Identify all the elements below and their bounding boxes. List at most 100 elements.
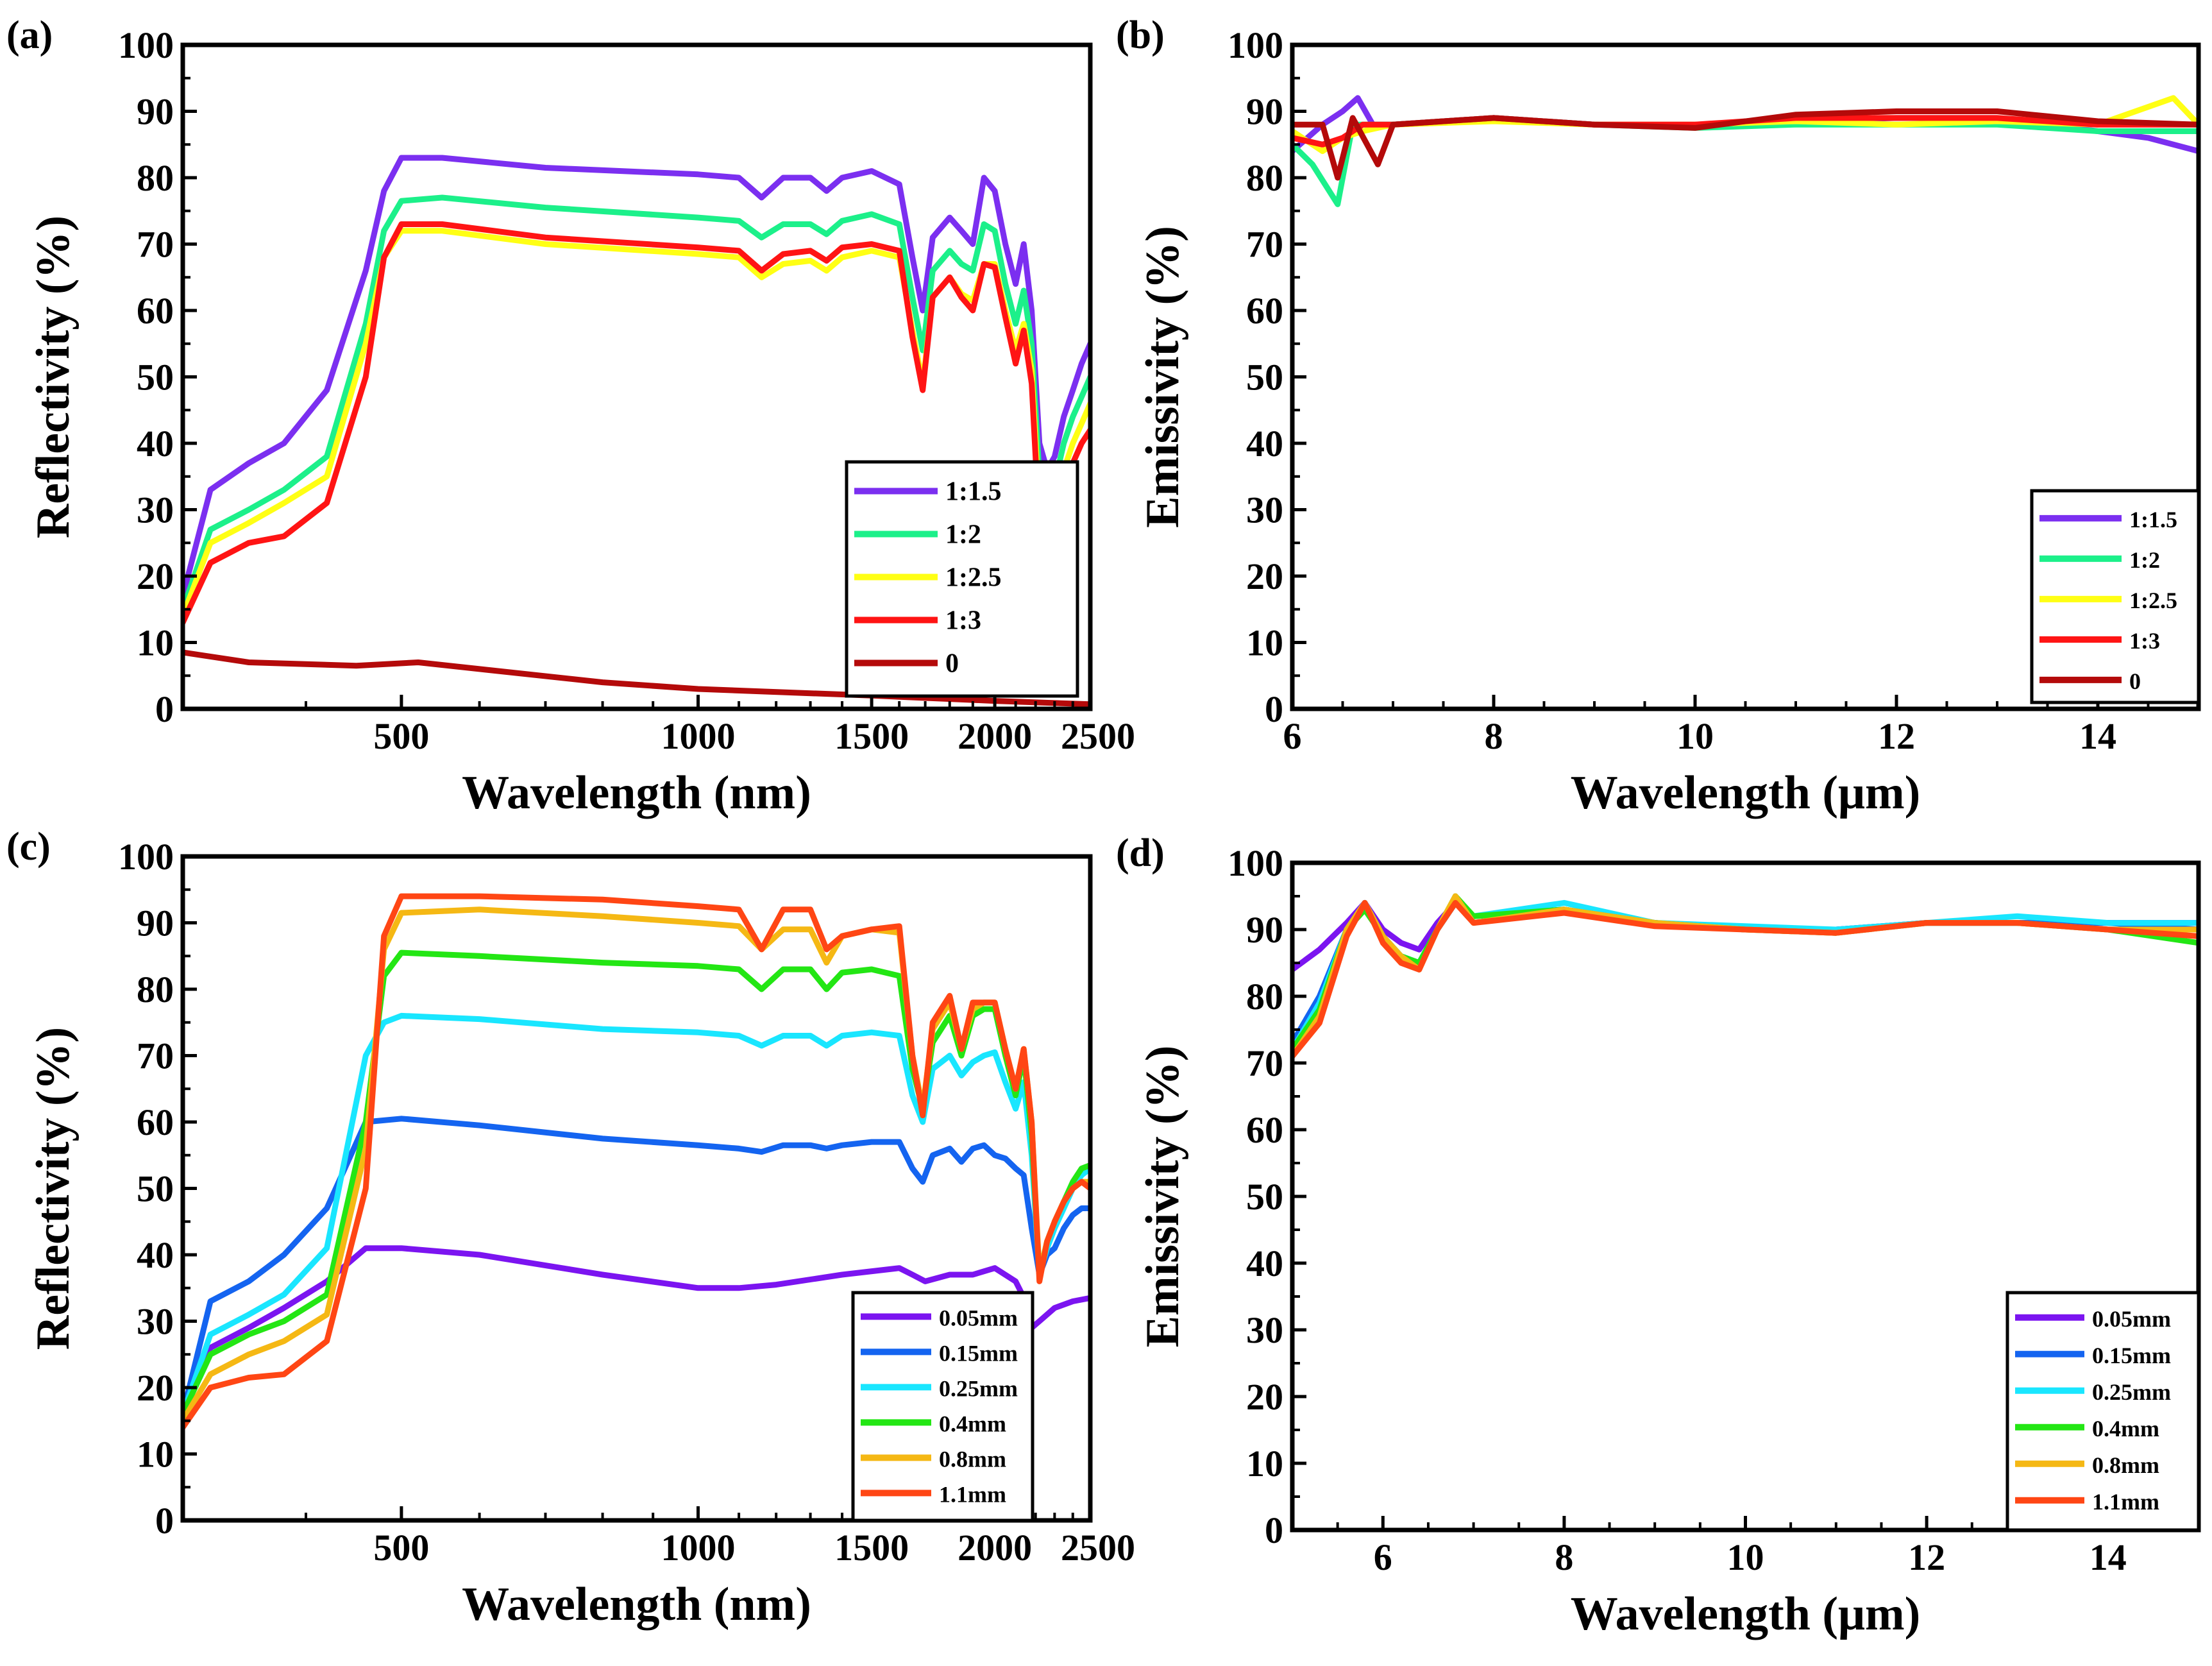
legend-label: 0 — [945, 649, 959, 679]
panel-label: (a) — [6, 13, 53, 57]
legend-label: 1.1mm — [2092, 1489, 2159, 1515]
legend-label: 0.25mm — [2092, 1379, 2171, 1405]
y-tick-label: 80 — [1246, 976, 1283, 1017]
panel-label: (d) — [1116, 831, 1165, 875]
y-tick-label: 40 — [137, 1234, 174, 1276]
y-tick-label: 0 — [1265, 1509, 1283, 1551]
series-line-0 — [183, 649, 1090, 708]
legend-label: 1:3 — [945, 606, 981, 636]
legend-label: 0.15mm — [939, 1340, 1018, 1366]
chart-panel-3: 0 10 20 30 40 50 60 70 80 90 100 500 1000 1500 2000 250… — [6, 825, 1135, 1631]
legend-label: 0.25mm — [939, 1375, 1018, 1401]
y-tick-label: 10 — [137, 622, 174, 664]
y-tick-label: 80 — [137, 157, 174, 199]
x-tick-label: 10 — [1676, 715, 1714, 757]
y-tick-label: 70 — [137, 1035, 174, 1077]
legend-label: 1:2 — [2129, 547, 2160, 573]
panel-label: (c) — [6, 825, 51, 869]
legend-label: 0.8mm — [939, 1446, 1006, 1472]
y-tick-label: 0 — [155, 1500, 174, 1542]
y-tick-label: 90 — [137, 903, 174, 944]
legend-label: 0.4mm — [939, 1411, 1006, 1436]
y-tick-label: 30 — [1246, 489, 1283, 531]
legend-label: 1:3 — [2129, 628, 2160, 654]
x-tick-label: 12 — [1878, 715, 1915, 757]
x-tick-label: 1000 — [661, 715, 735, 757]
y-tick-label: 100 — [118, 24, 174, 66]
y-tick-label: 70 — [137, 224, 174, 266]
x-tick-label: 2000 — [958, 1527, 1032, 1568]
y-tick-label: 0 — [1265, 688, 1283, 730]
legend-label: 1.1mm — [939, 1481, 1006, 1507]
legend-box — [2005, 1291, 2200, 1532]
y-tick-label: 100 — [1228, 842, 1283, 884]
x-axis-title: Wavelength (μm) — [1571, 767, 1921, 819]
y-tick-label: 50 — [137, 1168, 174, 1210]
x-tick-label: 6 — [1283, 715, 1302, 757]
legend: 1:1.5 1:2 1:2.5 1:3 0 — [845, 460, 1079, 698]
legend: 1:1.5 1:2 1:2.5 1:3 0 — [2030, 489, 2200, 704]
y-tick-label: 80 — [1246, 157, 1283, 199]
x-tick-label: 1500 — [834, 715, 909, 757]
y-tick-label: 60 — [137, 1101, 174, 1143]
x-tick-label: 14 — [2079, 715, 2116, 757]
series-line-1-1mm — [183, 893, 1090, 1431]
legend-label: 1:2 — [945, 520, 981, 550]
y-tick-label: 60 — [1246, 290, 1283, 332]
legend-label: 0 — [2129, 668, 2141, 694]
legend: 0.05mm 0.15mm 0.25mm 0.4mm 0.8mm 1.1mm — [851, 1291, 1034, 1522]
panel-label: (b) — [1116, 13, 1165, 57]
legend-label: 1:1.5 — [945, 477, 1002, 507]
y-tick-label: 20 — [137, 556, 174, 597]
y-tick-label: 90 — [1246, 91, 1283, 133]
legend-label: 1:2.5 — [2129, 588, 2177, 613]
y-tick-label: 100 — [118, 836, 174, 878]
y-tick-label: 90 — [137, 91, 174, 133]
y-tick-label: 90 — [1246, 909, 1283, 951]
y-tick-label: 30 — [137, 489, 174, 531]
x-tick-label: 500 — [373, 715, 429, 757]
y-tick-label: 0 — [155, 688, 174, 730]
x-tick-label: 1000 — [661, 1527, 735, 1568]
x-tick-label: 10 — [1727, 1536, 1764, 1578]
x-tick-label: 2500 — [1061, 715, 1135, 757]
x-tick-label: 8 — [1485, 715, 1503, 757]
y-tick-label: 70 — [1246, 224, 1283, 266]
x-tick-label: 1500 — [834, 1527, 909, 1568]
y-tick-label: 70 — [1246, 1042, 1283, 1084]
y-tick-label: 10 — [1246, 1443, 1283, 1484]
y-tick-label: 30 — [1246, 1309, 1283, 1351]
y-tick-label: 20 — [1246, 1376, 1283, 1418]
x-tick-label: 14 — [2090, 1536, 2127, 1578]
legend-label: 0.05mm — [2092, 1306, 2171, 1332]
y-tick-label: 20 — [1246, 556, 1283, 597]
legend-label: 1:1.5 — [2129, 507, 2177, 532]
chart-panel-4: 0 10 20 30 40 50 60 70 80 90 100 6 8 10 12 14 Wavelength… — [1116, 831, 2201, 1640]
legend-label: 0.15mm — [2092, 1343, 2171, 1368]
x-tick-label: 2500 — [1061, 1527, 1135, 1568]
legend-label: 1:2.5 — [945, 563, 1002, 593]
x-tick-label: 500 — [373, 1527, 429, 1568]
y-tick-label: 10 — [1246, 622, 1283, 664]
y-axis-title: Emissivity (%) — [1136, 1046, 1189, 1348]
chart-panel-1: 0 10 20 30 40 50 60 70 80 90 100 500 1000 1500 2000 250… — [6, 13, 1135, 819]
legend-box — [851, 1291, 1034, 1522]
y-tick-label: 50 — [1246, 1176, 1283, 1218]
series-line-0 — [1292, 108, 2199, 181]
legend: 0.05mm 0.15mm 0.25mm 0.4mm 0.8mm 1.1mm — [2005, 1291, 2200, 1532]
y-tick-label: 40 — [1246, 423, 1283, 464]
y-tick-label: 60 — [1246, 1109, 1283, 1151]
y-axis-title: Emissivity (%) — [1136, 226, 1189, 528]
y-tick-label: 10 — [137, 1434, 174, 1475]
legend-label: 0.4mm — [2092, 1416, 2159, 1441]
y-tick-label: 50 — [1246, 357, 1283, 398]
y-tick-label: 100 — [1228, 24, 1283, 66]
x-axis-title: Wavelength (nm) — [462, 767, 811, 819]
series-line-1-1mm — [1292, 899, 2199, 1060]
x-axis-title: Wavelength (nm) — [462, 1578, 811, 1631]
y-tick-label: 20 — [137, 1367, 174, 1409]
y-tick-label: 40 — [137, 423, 174, 464]
y-tick-label: 80 — [137, 969, 174, 1010]
chart-panel-2: 0 10 20 30 40 50 60 70 80 90 100 6 8 10 12 14 Wavelength… — [1116, 13, 2201, 819]
